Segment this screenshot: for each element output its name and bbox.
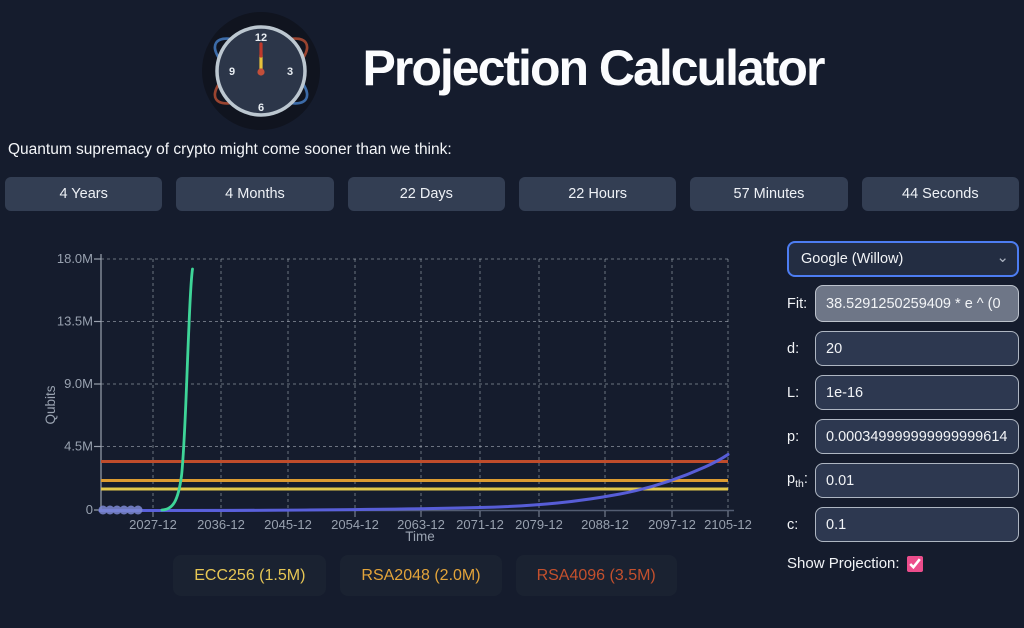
header: 12 3 6 9 Projection Calculator [0, 0, 1024, 135]
c-input[interactable] [815, 507, 1019, 542]
p-input[interactable] [815, 419, 1019, 454]
x-tick-2105: 2105-12 [704, 517, 752, 532]
x-tick-2071: 2071-12 [456, 517, 504, 532]
observed-data-points [98, 505, 143, 515]
x-tick-2036: 2036-12 [197, 517, 245, 532]
l-label: L: [787, 384, 800, 401]
y-tick-4-5m: 4.5M [64, 439, 93, 454]
x-tick-2097: 2097-12 [648, 517, 696, 532]
x-tick-2088: 2088-12 [581, 517, 629, 532]
c-label: c: [787, 516, 799, 533]
parameters-panel: Google (Willow) ⌄ Fit: d: L: p: pth: c: … [787, 241, 1019, 572]
show-projection-checkbox[interactable] [906, 555, 923, 572]
y-tick-18m: 18.0M [57, 251, 93, 266]
legend-rsa2048-button[interactable]: RSA2048 (2.0M) [340, 555, 502, 596]
x-tick-2079: 2079-12 [515, 517, 563, 532]
p-th-label: pth: [787, 471, 808, 490]
x-axis-title: Time [405, 529, 435, 544]
chart-axes [94, 254, 102, 511]
clock-numeral-6: 6 [257, 102, 263, 114]
d-label: d: [787, 340, 800, 357]
show-projection-label: Show Projection: [787, 555, 900, 572]
x-tick-2045: 2045-12 [264, 517, 312, 532]
y-tick-9m: 9.0M [64, 376, 93, 391]
legend-rsa4096-button[interactable]: RSA4096 (3.5M) [515, 555, 677, 596]
clock-numeral-3: 3 [286, 66, 292, 78]
countdown-years-button[interactable]: 4 Years [5, 177, 163, 211]
chart-legend: ECC256 (1.5M) RSA2048 (2.0M) RSA4096 (3.… [40, 555, 810, 596]
x-tick-2027: 2027-12 [129, 517, 177, 532]
fit-curve [160, 267, 194, 512]
countdown-days-button[interactable]: 22 Days [347, 177, 505, 211]
chart-grid [101, 258, 729, 510]
projection-curve [98, 453, 730, 512]
quantum-model-select[interactable]: Google (Willow) [787, 241, 1019, 277]
legend-ecc256-button[interactable]: ECC256 (1.5M) [173, 555, 327, 596]
countdown-seconds-button[interactable]: 44 Seconds [861, 177, 1019, 211]
quantum-clock-icon: 12 3 6 9 [201, 11, 321, 131]
x-tick-marks [152, 511, 729, 517]
y-tick-13-5m: 13.5M [57, 314, 93, 329]
page-title: Projection Calculator [362, 39, 826, 96]
clock-numeral-9: 9 [228, 66, 234, 78]
x-tick-2054: 2054-12 [331, 517, 379, 532]
p-th-input[interactable] [815, 463, 1019, 498]
l-input[interactable] [815, 375, 1019, 410]
countdown-minutes-button[interactable]: 57 Minutes [690, 177, 848, 211]
y-axis-title: Qubits [43, 385, 58, 424]
countdown-months-button[interactable]: 4 Months [176, 177, 334, 211]
fit-label: Fit: [787, 295, 808, 312]
p-label: p: [787, 428, 800, 445]
subtitle-text: Quantum supremacy of crypto might come s… [8, 141, 452, 158]
fit-input[interactable] [815, 285, 1019, 322]
clock-numeral-12: 12 [254, 32, 266, 44]
countdown-row: 4 Years 4 Months 22 Days 22 Hours 57 Min… [5, 177, 1019, 211]
y-tick-0: 0 [86, 502, 93, 517]
d-input[interactable] [815, 331, 1019, 366]
countdown-hours-button[interactable]: 22 Hours [518, 177, 677, 211]
projection-chart[interactable]: 18.0M 13.5M 9.0M 4.5M 0 2027-12 2036-12 … [0, 230, 770, 550]
x-tick-2063: 2063-12 [397, 517, 445, 532]
